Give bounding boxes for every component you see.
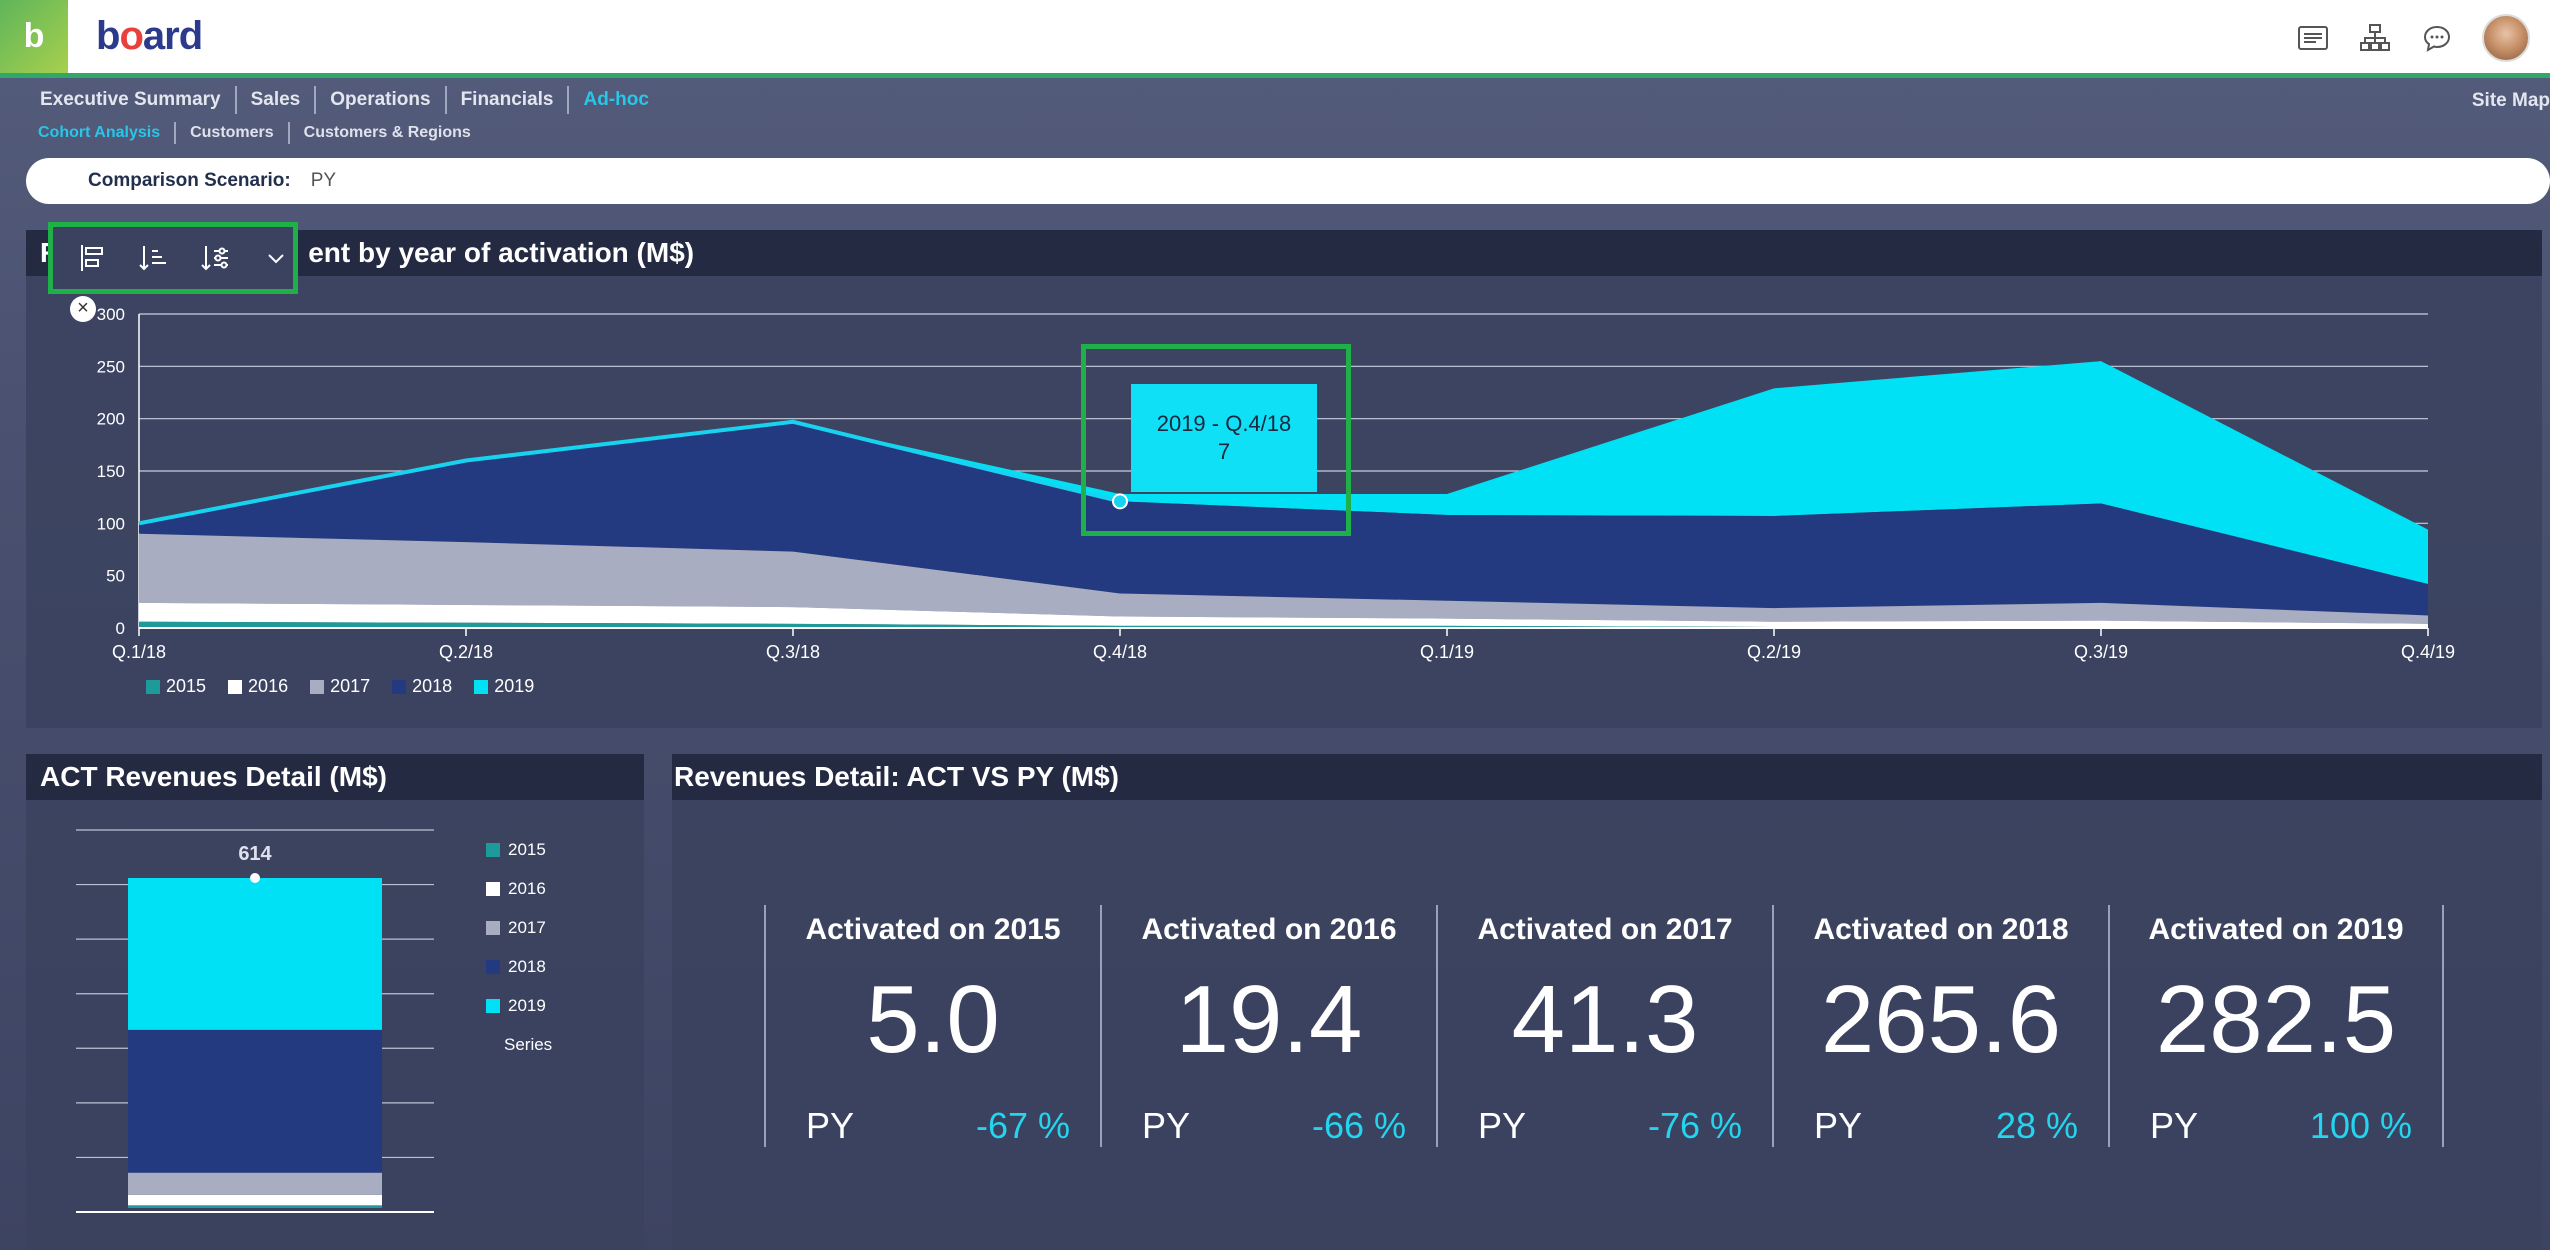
nav-tab-executive-summary[interactable]: Executive Summary	[28, 86, 237, 114]
nav-tab-financials[interactable]: Financials	[447, 86, 570, 114]
kpi-py-label: PY	[806, 1105, 855, 1146]
sub-nav: Cohort Analysis Customers Customers & Regi…	[38, 122, 485, 144]
tooltip-highlight-frame	[1081, 344, 1351, 536]
top-bar: b board	[0, 0, 2550, 78]
area-chart-legend: 2015 2016 2017 2018 2019	[146, 676, 534, 697]
tooltip-series-label: 2019 - Q.4/18	[1156, 411, 1292, 436]
legend-label: 2017	[508, 917, 546, 937]
legend-label: 2019	[494, 676, 535, 696]
legend-swatch	[486, 920, 500, 935]
kpi-card[interactable]: Activated on 2017 41.3 PY -76 %	[1436, 905, 1772, 1147]
kpi-value: 19.4	[1175, 966, 1363, 1073]
hierarchy-icon[interactable]	[2358, 21, 2392, 55]
legend-item-2016[interactable]: 2016	[486, 869, 552, 908]
legend-label: 2018	[412, 676, 453, 696]
kpi-title: Activated on 2017	[1477, 913, 1733, 946]
board-logo[interactable]: board	[96, 14, 203, 58]
legend-swatch	[486, 959, 500, 974]
chevron-down-icon[interactable]	[260, 241, 294, 275]
kpi-title: Activated on 2019	[2148, 913, 2404, 946]
kpi-value: 265.6	[1820, 966, 2062, 1073]
nav-tab-operations[interactable]: Operations	[316, 86, 447, 114]
kpi-title: Activated on 2016	[1141, 913, 1397, 946]
user-avatar[interactable]	[2482, 14, 2530, 62]
legend-swatch	[392, 679, 407, 694]
sort-ascending-icon[interactable]	[137, 241, 171, 275]
legend-label: 2018	[508, 956, 546, 976]
nav-tab-ad-hoc[interactable]: Ad-hoc	[583, 89, 649, 110]
legend-item-2015[interactable]: 2015	[486, 830, 552, 869]
tooltip-value: 7	[1217, 439, 1231, 464]
cohort-chart-title: Rent by year of activation (M$)	[26, 230, 2542, 276]
legend-label: 2015	[166, 676, 207, 696]
kpi-py-percent: 28 %	[1995, 1105, 2078, 1146]
kpi-value: 41.3	[1511, 966, 1699, 1073]
legend-label: 2016	[508, 878, 546, 898]
layout-icon[interactable]	[75, 241, 109, 275]
legend-label: 2015	[508, 839, 546, 859]
legend-series-label: Series	[504, 1034, 553, 1054]
revenues-kpi-title: Revenues Detail: ACT VS PY (M$)	[672, 754, 2542, 800]
kpi-title: Activated on 2015	[805, 913, 1061, 946]
subnav-tab-customers[interactable]: Customers	[176, 122, 290, 144]
app-logo-icon[interactable]: b	[0, 0, 68, 73]
legend-swatch	[486, 881, 500, 896]
nav-tab-sales[interactable]: Sales	[237, 86, 317, 114]
close-toolbar-icon[interactable]: ×	[70, 296, 96, 322]
legend-item-2019[interactable]: 2019	[486, 986, 552, 1025]
kpi-value: 5.0	[866, 966, 1000, 1073]
kpi-value: 282.5	[2155, 966, 2397, 1073]
kpi-card[interactable]: Activated on 2019 282.5 PY 100 %	[2108, 905, 2444, 1147]
legend-label: 2019	[508, 995, 546, 1015]
list-icon[interactable]	[2296, 21, 2330, 55]
kpi-py-percent: 100 %	[2309, 1105, 2412, 1146]
legend-item-2018[interactable]: 2018	[486, 947, 552, 986]
act-revenues-title: ACT Revenues Detail (M$)	[26, 754, 644, 800]
main-nav: Executive Summary Sales Operations Financia…	[28, 86, 663, 114]
kpi-py-percent: -76 %	[1647, 1105, 1742, 1146]
kpi-card[interactable]: Activated on 2015 5.0 PY -67 %	[764, 905, 1100, 1147]
kpi-title: Activated on 2018	[1813, 913, 2069, 946]
legend-label: 2017	[330, 676, 371, 696]
chart-toolbar	[48, 222, 298, 294]
kpi-cards: Activated on 2015 5.0 PY -67 % Activated on …	[764, 905, 2444, 1147]
legend-swatch	[474, 679, 489, 694]
site-map-link[interactable]: Site Map	[2471, 90, 2550, 111]
sort-options-icon[interactable]	[198, 241, 232, 275]
chat-icon[interactable]	[2420, 21, 2454, 55]
legend-swatch	[228, 679, 243, 694]
header-icons	[2296, 14, 2530, 62]
legend-label: 2016	[248, 676, 289, 696]
legend-swatch	[486, 998, 500, 1013]
legend-item-2019[interactable]: 2019	[474, 676, 534, 697]
subnav-tab-cohort-analysis[interactable]: Cohort Analysis	[38, 122, 177, 144]
legend-item-2018[interactable]: 2018	[392, 676, 452, 697]
kpi-py-percent: -67 %	[975, 1105, 1070, 1146]
kpi-card[interactable]: Activated on 2018 265.6 PY 28 %	[1772, 905, 2108, 1147]
kpi-card[interactable]: Activated on 2016 19.4 PY -66 %	[1100, 905, 1436, 1147]
legend-item-2016[interactable]: 2016	[228, 676, 288, 697]
scenario-value[interactable]: PY	[310, 170, 337, 191]
legend-swatch	[486, 842, 500, 857]
legend-item-2017[interactable]: 2017	[486, 908, 552, 947]
revenues-kpi-panel: Revenues Detail: ACT VS PY (M$)	[672, 754, 2542, 1250]
legend-swatch	[310, 679, 325, 694]
comparison-scenario-bar[interactable]: Comparison Scenario: PY	[26, 158, 2550, 204]
subnav-tab-customers-regions[interactable]: Customers & Regions	[303, 124, 471, 141]
kpi-py-percent: -66 %	[1311, 1105, 1406, 1146]
legend-item-2015[interactable]: 2015	[146, 676, 206, 697]
scenario-label: Comparison Scenario:	[88, 170, 291, 191]
kpi-py-label: PY	[1814, 1105, 1863, 1146]
kpi-py-label: PY	[1142, 1105, 1191, 1146]
legend-swatch	[146, 679, 160, 694]
legend-item-2017[interactable]: 2017	[310, 676, 370, 697]
bar-chart-legend: 2015 2016 2017 2018 2019 Series	[486, 830, 552, 1064]
chart-tooltip: 2019 - Q.4/18 7	[1131, 384, 1317, 492]
kpi-py-label: PY	[1478, 1105, 1527, 1146]
kpi-py-label: PY	[2150, 1105, 2199, 1146]
